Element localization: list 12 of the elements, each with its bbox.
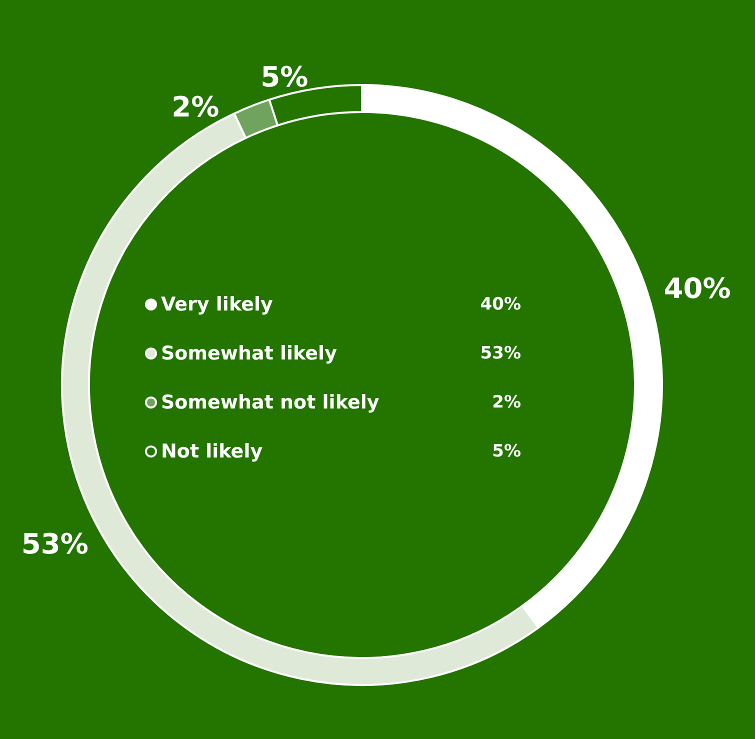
text: 53%	[480, 344, 521, 364]
text: 2%	[492, 392, 521, 412]
data-label: 5%	[260, 60, 308, 94]
text: 40%	[480, 294, 521, 314]
legend-label: Not likely	[161, 440, 264, 462]
data-label: 40%	[664, 272, 731, 306]
legend-label: Somewhat not likely	[161, 392, 380, 414]
data-label: 53%	[21, 527, 88, 560]
text: 5%	[492, 442, 521, 462]
legend-label: Somewhat likely	[161, 342, 338, 364]
legend-label: Very likely	[161, 294, 274, 316]
data-label: 2%	[172, 90, 220, 124]
